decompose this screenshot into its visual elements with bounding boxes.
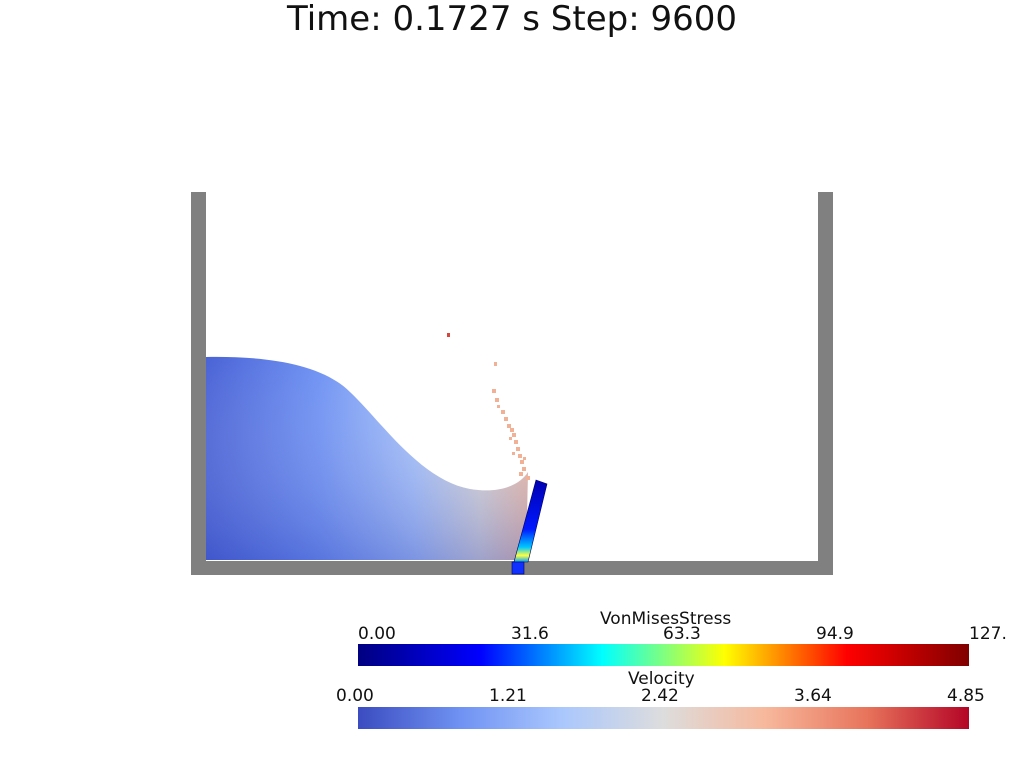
splash-particles (492, 362, 530, 480)
velocity-label-1: 1.21 (489, 686, 527, 706)
velocity-label-2: 2.42 (641, 686, 679, 706)
elastic-plate (511, 479, 548, 575)
velocity-colorbar (358, 707, 969, 729)
stress-label-0: 0.00 (358, 624, 396, 644)
stress-label-3: 94.9 (816, 624, 854, 644)
simulation-viewport (191, 192, 833, 575)
velocity-label-0: 0.00 (336, 686, 374, 706)
velocity-label-4: 4.85 (947, 686, 985, 706)
stress-bar-title: VonMisesStress (600, 609, 732, 629)
stress-label-4: 127. (969, 624, 1007, 644)
velocity-label-3: 3.64 (794, 686, 832, 706)
right-wall (818, 192, 833, 575)
left-wall (191, 192, 206, 575)
fluid-body (206, 356, 528, 560)
stress-label-1: 31.6 (511, 624, 549, 644)
simulation-title: Time: 0.1727 s Step: 9600 (287, 0, 737, 39)
velocity-bar-title: Velocity (628, 669, 695, 689)
stress-label-2: 63.3 (663, 624, 701, 644)
high-velocity-particle (447, 333, 450, 337)
stress-colorbar (358, 644, 969, 666)
